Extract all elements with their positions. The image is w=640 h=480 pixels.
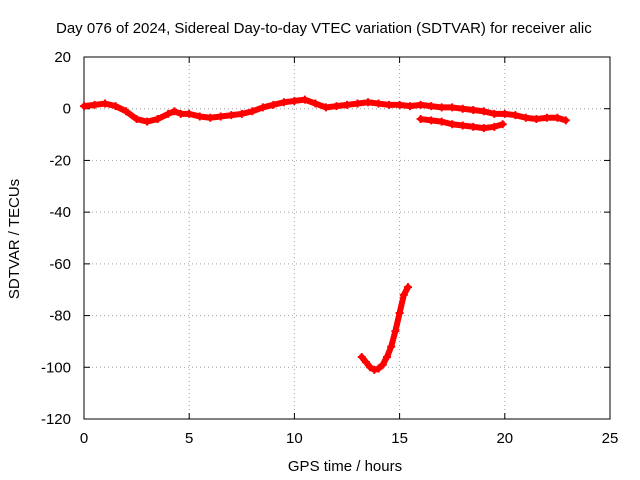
data-point [490, 109, 499, 118]
data-point [382, 352, 391, 361]
data-point [143, 117, 152, 126]
data-point [532, 115, 541, 124]
data-point [498, 120, 507, 129]
data-point [311, 99, 320, 108]
data-point [469, 122, 478, 131]
data-point [378, 360, 387, 369]
data-point [248, 107, 257, 116]
y-tick-label: -20 [49, 152, 71, 169]
data-point [490, 122, 499, 131]
y-tick-label: -80 [49, 308, 71, 325]
data-point [374, 99, 383, 108]
chart-title: Day 076 of 2024, Sidereal Day-to-day VTE… [56, 20, 592, 37]
data-point [437, 103, 446, 112]
data-point [416, 100, 425, 109]
data-point [269, 100, 278, 109]
data-point [300, 95, 309, 104]
data-point [458, 104, 467, 113]
data-point [258, 103, 267, 112]
data-point [374, 364, 383, 373]
plot-frame [83, 56, 611, 420]
data-point [416, 115, 425, 124]
data-point [195, 112, 204, 121]
data-point [511, 111, 520, 120]
series-1 [416, 115, 507, 133]
y-axis-label: SDTVAR / TECUs [6, 179, 23, 299]
data-point [395, 100, 404, 109]
data-point [427, 102, 436, 111]
y-tick-label: -100 [41, 359, 71, 376]
data-point [521, 113, 530, 122]
series-2 [357, 283, 413, 374]
data-point [353, 99, 362, 108]
data-point [553, 113, 562, 122]
data-point [387, 342, 396, 351]
data-point [395, 308, 404, 317]
data-point [122, 107, 131, 116]
series-layer [80, 95, 570, 374]
x-tick-label: 0 [80, 430, 88, 447]
data-point [101, 99, 110, 108]
data-point [176, 109, 185, 118]
data-point [385, 100, 394, 109]
data-point [216, 112, 225, 121]
data-point [370, 365, 379, 374]
data-point [237, 109, 246, 118]
x-tick-label: 10 [286, 430, 303, 447]
data-point [391, 327, 400, 336]
y-tick-label: -120 [41, 411, 71, 428]
y-tick-label: 0 [63, 101, 71, 118]
data-point [427, 116, 436, 125]
data-point [500, 109, 509, 118]
data-point [399, 290, 408, 299]
x-tick-label: 20 [496, 430, 513, 447]
data-point [448, 120, 457, 129]
data-point [458, 121, 467, 130]
data-point [206, 113, 215, 122]
x-tick-label: 15 [391, 430, 408, 447]
data-point [164, 109, 173, 118]
data-point [321, 103, 330, 112]
data-point [437, 117, 446, 126]
x-tick-label: 25 [602, 430, 619, 447]
data-point [406, 102, 415, 111]
y-tick-label: -40 [49, 204, 71, 221]
data-point [469, 106, 478, 115]
data-point [364, 98, 373, 107]
data-point [343, 100, 351, 109]
data-point [185, 109, 194, 118]
data-point [111, 102, 120, 111]
series-0 [80, 95, 570, 126]
data-point [153, 115, 162, 124]
x-axis-label: GPS time / hours [288, 458, 402, 475]
data-point [479, 107, 488, 116]
data-point [542, 113, 551, 122]
data-point [132, 115, 141, 124]
y-tick-label: 20 [54, 49, 71, 66]
data-point [561, 116, 570, 125]
data-point [366, 363, 375, 372]
data-point [290, 96, 299, 105]
data-point [170, 107, 179, 116]
data-point [90, 100, 99, 109]
data-point [227, 111, 236, 120]
data-point [357, 352, 366, 361]
data-point [361, 358, 370, 367]
data-point [279, 98, 288, 107]
axis-ticks: 0 5 10 15 20 25 20 0 -20 -40 -60 -80 -100 -120 [41, 49, 618, 447]
x-tick-label: 5 [185, 430, 193, 447]
data-point [479, 124, 488, 133]
data-point [80, 102, 88, 111]
data-point [404, 283, 413, 292]
data-point [332, 102, 341, 111]
data-point [448, 103, 457, 112]
y-tick-label: -60 [49, 256, 71, 273]
